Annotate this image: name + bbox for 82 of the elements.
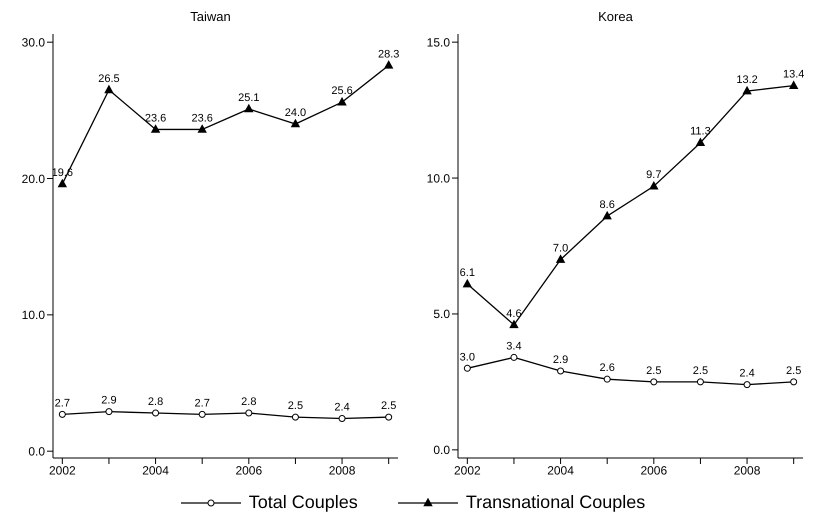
x-tick-label: 2006 — [640, 464, 668, 478]
data-label: 2.7 — [54, 397, 70, 410]
data-label: 2.5 — [381, 400, 396, 412]
data-label: 2.4 — [334, 401, 350, 414]
data-label: 25.6 — [331, 85, 353, 98]
x-tick-label: 2004 — [547, 464, 574, 478]
chart-title: Korea — [597, 8, 634, 26]
point — [58, 179, 67, 188]
legend-label: Total Couples — [248, 492, 358, 513]
data-label: 6.1 — [460, 267, 475, 280]
x-tick-label: 2006 — [235, 464, 262, 478]
data-label: 11.3 — [690, 126, 711, 138]
point — [198, 410, 206, 418]
data-label: 3.0 — [460, 351, 475, 364]
y-tick-label: 5.0 — [433, 307, 450, 322]
data-label: 7.0 — [552, 242, 568, 255]
point — [152, 410, 160, 417]
point — [105, 408, 112, 416]
data-label: 2.5 — [786, 364, 802, 377]
point — [789, 80, 798, 89]
point — [385, 414, 392, 421]
point — [292, 414, 299, 421]
point — [556, 254, 565, 263]
data-label: 8.6 — [600, 199, 615, 212]
data-label: 13.4 — [782, 68, 804, 81]
point — [104, 85, 114, 94]
x-tick-label: 2002 — [48, 464, 76, 478]
data-label: 2.7 — [194, 397, 210, 410]
y-tick-label: 0.0 — [28, 444, 46, 458]
chart-title: Taiwan — [189, 8, 232, 26]
point — [696, 138, 705, 146]
data-label: 2.9 — [101, 394, 117, 407]
point — [384, 60, 394, 69]
data-label: 2.4 — [739, 368, 755, 380]
data-label: 2.5 — [692, 364, 708, 377]
point — [696, 378, 704, 386]
point — [462, 279, 472, 288]
data-label: 23.6 — [191, 112, 213, 124]
data-label: 28.3 — [378, 48, 400, 60]
x-tick-label: 2004 — [142, 464, 170, 478]
point — [510, 354, 518, 361]
point — [338, 97, 346, 106]
point — [744, 381, 751, 388]
data-label: 13.2 — [736, 74, 758, 86]
data-label: 3.4 — [506, 340, 522, 352]
point — [198, 124, 207, 133]
point — [245, 410, 252, 417]
data-label: 9.7 — [646, 169, 662, 182]
y-tick-label: 15.0 — [426, 35, 450, 50]
data-label: 2.8 — [148, 396, 164, 408]
point — [464, 364, 471, 372]
data-label: 2.8 — [241, 396, 256, 408]
y-tick-label: 10.0 — [22, 308, 46, 322]
point — [602, 211, 612, 220]
point — [557, 368, 564, 375]
point — [244, 104, 254, 112]
point — [649, 182, 658, 190]
data-label: 2.6 — [600, 362, 615, 374]
point — [151, 124, 160, 133]
data-label: 26.5 — [98, 72, 120, 85]
point — [510, 320, 518, 328]
legend-label: Transnational Couples — [466, 492, 646, 513]
data-label: 25.1 — [238, 92, 260, 104]
point — [650, 378, 658, 386]
y-tick-label: 20.0 — [22, 172, 46, 186]
data-label: 23.6 — [144, 112, 166, 124]
point — [604, 376, 611, 383]
point — [291, 119, 300, 128]
data-label: 2.5 — [646, 364, 662, 377]
data-label: 24.0 — [284, 106, 306, 119]
x-tick-label: 2008 — [328, 464, 356, 478]
data-label: 2.9 — [552, 354, 568, 366]
x-tick-label: 2002 — [454, 464, 481, 478]
y-tick-label: 0.0 — [433, 443, 450, 458]
point — [742, 86, 752, 94]
x-tick-label: 2008 — [734, 464, 761, 478]
point — [790, 378, 798, 386]
y-tick-label: 10.0 — [426, 171, 450, 186]
y-tick-label: 30.0 — [22, 35, 46, 50]
data-label: 2.5 — [288, 400, 304, 412]
point — [58, 410, 66, 418]
point — [338, 414, 346, 422]
